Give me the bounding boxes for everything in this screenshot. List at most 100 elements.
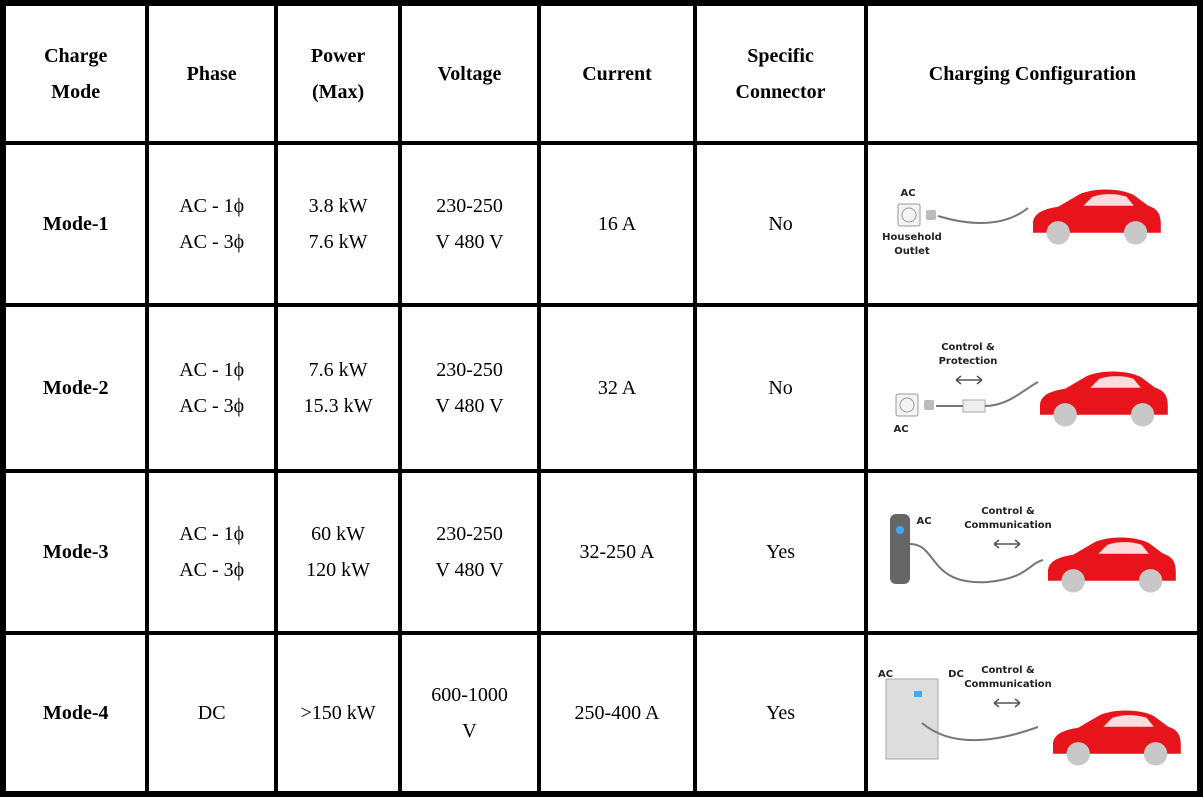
config-label: Communication	[964, 679, 1052, 690]
cell-line: V 480 V	[402, 552, 536, 588]
cell-line: Power	[278, 38, 398, 74]
config-illustration: ACControl &Communication	[868, 474, 1198, 624]
arrow	[994, 699, 1020, 707]
cell: 32-250 A	[539, 471, 696, 633]
config-illustration: Control & Protection AC	[868, 310, 1198, 460]
cell-line: No	[697, 370, 864, 406]
header-cell: Phase	[147, 3, 275, 143]
cell-line: 7.6 kW	[278, 352, 398, 388]
header-cell: Charging Configuration	[866, 3, 1200, 143]
config-label: AC	[900, 188, 915, 199]
wheel	[1144, 742, 1167, 765]
wheel	[1053, 403, 1076, 426]
config-illustration: AC DC Control & Communication	[868, 635, 1198, 785]
cell-line: 230-250	[402, 516, 536, 552]
header-cell: Current	[539, 3, 696, 143]
header-cell: Voltage	[400, 3, 538, 143]
config-label: DC	[948, 669, 964, 680]
cell: Mode-3	[3, 471, 147, 633]
cell-line: DC	[149, 695, 273, 731]
config-label: AC	[893, 424, 908, 435]
cell-line: 32 A	[541, 370, 694, 406]
cell-line: Phase	[149, 56, 273, 92]
wheel	[1061, 569, 1084, 592]
cell-line: >150 kW	[278, 695, 398, 731]
cell-line: 7.6 kW	[278, 224, 398, 260]
cabinet-screen	[914, 691, 922, 697]
cell-line: 60 kW	[278, 516, 398, 552]
cell-line: Connector	[697, 74, 864, 110]
config-label: Protection	[938, 356, 997, 367]
config-label: Control &	[981, 665, 1035, 676]
cable	[922, 723, 1038, 740]
cell-line: V	[402, 713, 536, 749]
cell: Mode-1	[3, 143, 147, 305]
cell-line: Mode-3	[6, 534, 145, 570]
cell-line: Current	[541, 56, 694, 92]
cable	[938, 208, 1028, 223]
cell-line: Mode	[6, 74, 145, 110]
arrow	[994, 540, 1020, 548]
cell-line: AC - 1ϕ	[149, 188, 273, 224]
cell-line: Mode-1	[6, 206, 145, 242]
charger-light	[896, 526, 904, 534]
cell: Mode-2	[3, 305, 147, 471]
wheel	[1131, 403, 1154, 426]
cell-line: 15.3 kW	[278, 388, 398, 424]
outlet	[898, 204, 920, 226]
cell-line: No	[697, 206, 864, 242]
cell-line: V 480 V	[402, 388, 536, 424]
config-cell: AC DC Control & Communication	[866, 633, 1200, 794]
cell-line: 32-250 A	[541, 534, 694, 570]
plug	[924, 400, 934, 410]
cell-line: AC - 3ϕ	[149, 388, 273, 424]
cable	[910, 544, 1043, 582]
cell-line: 230-250	[402, 188, 536, 224]
cell-line: Specific	[697, 38, 864, 74]
cell: 32 A	[539, 305, 696, 471]
cell: Yes	[695, 633, 866, 794]
cell-line: Voltage	[402, 56, 536, 92]
control-box	[963, 400, 985, 412]
config-label: AC	[878, 669, 893, 680]
cell: No	[695, 143, 866, 305]
cell: AC - 1ϕAC - 3ϕ	[147, 305, 275, 471]
cell-line: 230-250	[402, 352, 536, 388]
config-label: Control &	[941, 342, 995, 353]
cell: AC - 1ϕAC - 3ϕ	[147, 471, 275, 633]
wheel	[1046, 221, 1069, 244]
cell: Yes	[695, 471, 866, 633]
cell: 16 A	[539, 143, 696, 305]
cell-line: 3.8 kW	[278, 188, 398, 224]
mode-table: ChargeModePhasePower(Max)VoltageCurrentS…	[0, 0, 1203, 797]
cell-line: AC - 3ϕ	[149, 224, 273, 260]
config-label: Communication	[964, 520, 1052, 531]
cell-line: 16 A	[541, 206, 694, 242]
charger	[890, 514, 910, 584]
data-row: Mode-1AC - 1ϕAC - 3ϕ3.8 kW7.6 kW230-250V…	[3, 143, 1200, 305]
cable	[985, 382, 1038, 406]
outlet	[896, 394, 918, 416]
cell-line: Yes	[697, 695, 864, 731]
cell: Mode-4	[3, 633, 147, 794]
cell-line: Charging Configuration	[868, 56, 1197, 92]
cell-line: 120 kW	[278, 552, 398, 588]
config-label: AC	[916, 516, 931, 527]
table-body: ChargeModePhasePower(Max)VoltageCurrentS…	[3, 3, 1200, 794]
car	[1033, 189, 1161, 244]
cell-line: (Max)	[278, 74, 398, 110]
cell-line: V 480 V	[402, 224, 536, 260]
cell-line: 600-1000	[402, 677, 536, 713]
plug	[926, 210, 936, 220]
config-label: Outlet	[894, 246, 930, 257]
cell-line: AC - 3ϕ	[149, 552, 273, 588]
